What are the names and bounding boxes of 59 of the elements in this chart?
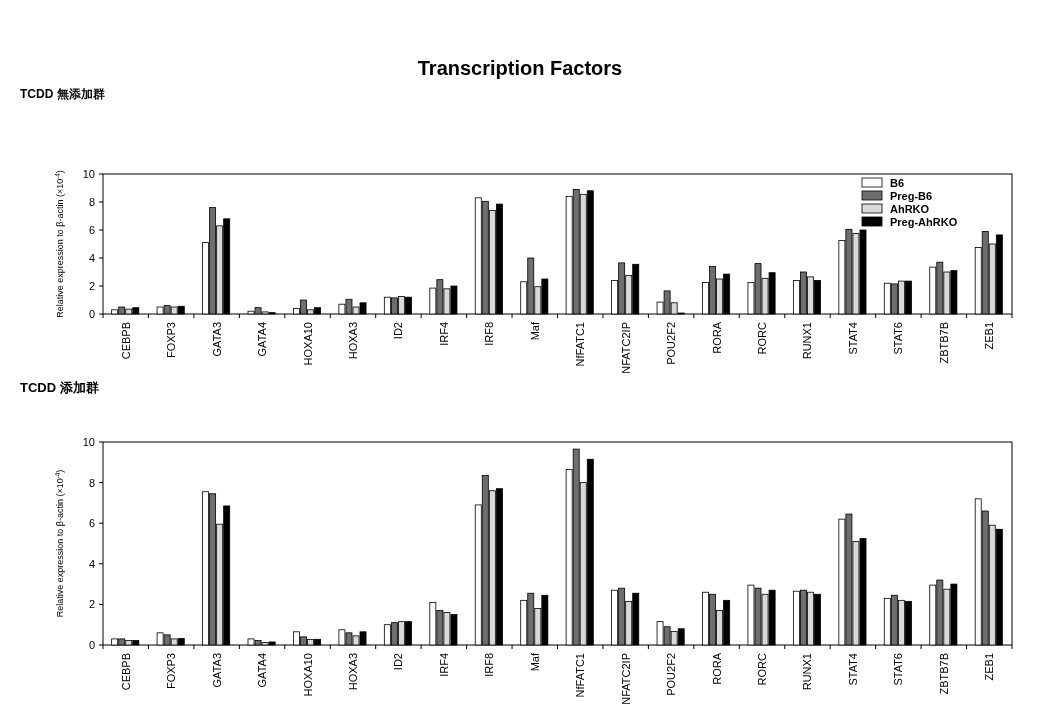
x-tick-label: NFATC2IP xyxy=(619,653,632,705)
x-tick-label: STAT6 xyxy=(892,322,905,355)
x-tick-label: STAT4 xyxy=(846,322,859,355)
y-tick-label: 2 xyxy=(88,598,95,611)
x-tick-label: RUNX1 xyxy=(801,322,814,360)
x-tick-label: NFATC2IP xyxy=(619,322,632,374)
x-tick-label: RORC xyxy=(756,321,769,355)
x-tick-label: RORA xyxy=(710,652,723,685)
x-tick-label: HOXA3 xyxy=(346,322,359,360)
x-tick-label: ZEB1 xyxy=(983,322,996,350)
legend-label: Preg-B6 xyxy=(890,190,933,202)
chart-subtitle: TCDD 無添加群 xyxy=(20,87,105,101)
x-tick-label: IRF4 xyxy=(437,653,450,677)
y-tick-label: 8 xyxy=(88,476,95,489)
y-tick-label: 4 xyxy=(88,252,95,264)
x-tick-label: CEBPB xyxy=(119,322,132,360)
x-tick-label: FOXP3 xyxy=(165,322,178,359)
x-tick-label: ZBTB7B xyxy=(937,653,950,695)
legend-label: Preg-AhRKO xyxy=(890,216,958,228)
x-tick-label: FOXP3 xyxy=(165,653,178,690)
x-tick-label: IRF4 xyxy=(437,322,450,346)
x-tick-label: NfFATC1 xyxy=(574,322,587,367)
x-tick-label: GATA3 xyxy=(210,653,223,688)
x-tick-label: IRF8 xyxy=(483,653,496,677)
y-tick-label: 10 xyxy=(82,168,95,180)
x-tick-label: RUNX1 xyxy=(801,653,814,691)
x-tick-label: Maf xyxy=(528,652,541,672)
x-tick-label: CEBPB xyxy=(119,653,132,691)
x-tick-label: POU2F2 xyxy=(665,322,678,365)
x-tick-label: STAT4 xyxy=(846,653,859,686)
chart-title: TCDD 添加群 xyxy=(20,380,99,395)
x-tick-label: ID2 xyxy=(392,322,405,340)
legend-label: B6 xyxy=(890,177,905,189)
x-tick-label: HOXA10 xyxy=(301,322,314,366)
x-tick-label: IRF8 xyxy=(483,322,496,346)
y-tick-label: 0 xyxy=(88,308,95,320)
y-tick-label: 2 xyxy=(88,280,95,292)
x-tick-label: GATA4 xyxy=(256,322,269,357)
x-tick-label: GATA3 xyxy=(210,322,223,357)
y-tick-label: 6 xyxy=(88,224,95,236)
y-tick-label: 4 xyxy=(88,557,95,570)
x-tick-label: RORA xyxy=(710,321,723,354)
y-tick-label: 0 xyxy=(88,639,95,651)
x-tick-label: Maf xyxy=(528,321,541,341)
x-tick-label: ID2 xyxy=(392,653,405,671)
x-tick-label: STAT6 xyxy=(892,653,905,686)
x-tick-label: ZBTB7B xyxy=(937,322,950,364)
x-tick-label: HOXA10 xyxy=(301,653,314,697)
x-tick-label: GATA4 xyxy=(256,653,269,688)
y-tick-label: 10 xyxy=(82,436,95,448)
x-tick-label: HOXA3 xyxy=(346,653,359,691)
y-tick-label: 8 xyxy=(88,196,95,208)
x-tick-label: NfFATC1 xyxy=(574,653,587,698)
x-tick-label: RORC xyxy=(756,652,769,686)
x-tick-label: POU2F2 xyxy=(665,653,678,696)
legend-label: AhRKO xyxy=(890,203,930,215)
chart-title: Transcription Factors xyxy=(417,57,623,79)
y-tick-label: 6 xyxy=(88,517,95,530)
x-tick-label: ZEB1 xyxy=(983,653,996,681)
